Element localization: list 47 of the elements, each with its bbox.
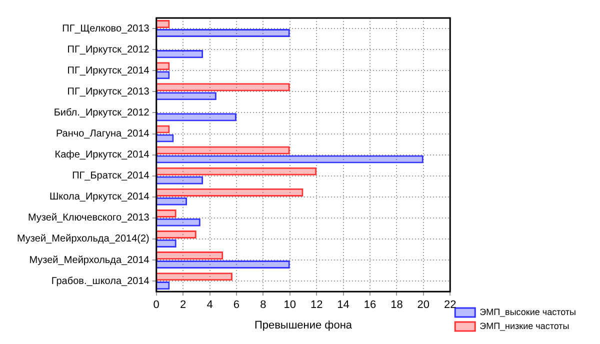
- y-tick-label: Ранчо_Лагуна_2014: [56, 128, 150, 140]
- y-tick-label: ПГ_Иркутск_2014: [67, 65, 150, 76]
- x-tick-label: 10: [284, 299, 296, 312]
- y-tick-label: Библ._Иркутск_2012: [54, 107, 150, 118]
- x-tick-label: 14: [337, 299, 350, 312]
- bar: [156, 197, 188, 206]
- y-tick-label: ПГ_Иркутск_2012: [67, 44, 150, 56]
- legend-label: ЭМП_низкие частоты: [480, 320, 570, 331]
- y-tick-label: ПГ_Щелково_2013: [62, 23, 150, 34]
- x-tick-label: 2: [180, 299, 186, 312]
- bar: [156, 50, 204, 58]
- y-tick-label: Музей_Мейрхольда_2014: [29, 254, 150, 266]
- bar: [156, 167, 317, 176]
- x-tick-label: 6: [233, 299, 240, 312]
- x-tick-label: 16: [364, 299, 376, 312]
- x-tick-label: 18: [390, 299, 403, 312]
- x-tick-label: 22: [444, 299, 456, 312]
- y-tick-label: Школа_Иркутск_2014: [50, 192, 150, 203]
- bar: [156, 272, 232, 281]
- bar: [156, 188, 304, 196]
- bar: [156, 113, 236, 122]
- y-tick-label: Музей_Мейрхольда_2014(2): [16, 234, 150, 245]
- legend-label: ЭМП_высокие частоты: [480, 306, 576, 317]
- x-axis-title: Превышение фона: [254, 319, 353, 332]
- bar: [156, 230, 196, 239]
- x-tick-label: 0: [153, 299, 160, 312]
- bar: [156, 209, 176, 218]
- x-tick-label: 12: [310, 299, 323, 312]
- bar: [156, 176, 204, 184]
- bar: [156, 83, 290, 92]
- bar: [156, 92, 216, 100]
- bar: [156, 218, 200, 226]
- y-tick-label: ПГ_Братск_2014: [72, 170, 150, 182]
- y-tick-label: Музей_Ключевского_2013: [28, 212, 150, 224]
- bar: [156, 260, 290, 269]
- bar: [156, 134, 174, 142]
- bar: [156, 28, 290, 38]
- x-tick-label: 4: [206, 299, 213, 312]
- bar: [156, 239, 176, 248]
- bar: [156, 146, 290, 154]
- x-tick-label: 8: [260, 299, 266, 312]
- y-tick-label: ПГ_Иркутск_2013: [67, 86, 150, 98]
- y-tick-label: Грабов._школа_2014: [51, 276, 150, 287]
- bar: [156, 252, 224, 260]
- x-tick-label: 20: [417, 299, 430, 312]
- bar: [156, 155, 424, 164]
- y-tick-label: Кафе_Иркутск_2014: [54, 150, 150, 161]
